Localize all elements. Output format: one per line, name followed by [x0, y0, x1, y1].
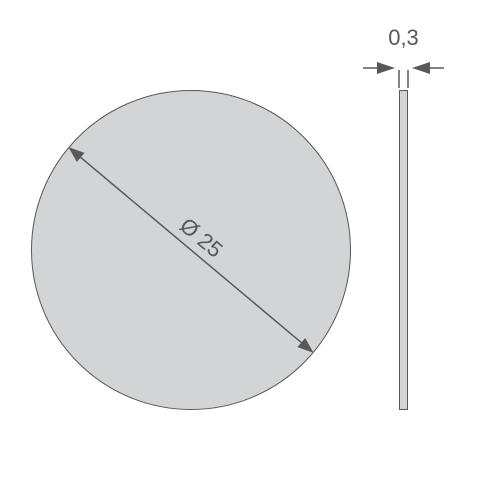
- diagram-canvas: Ø 25 0,3: [0, 0, 500, 500]
- thickness-dimension: [0, 0, 500, 500]
- thickness-label: 0,3: [388, 25, 419, 51]
